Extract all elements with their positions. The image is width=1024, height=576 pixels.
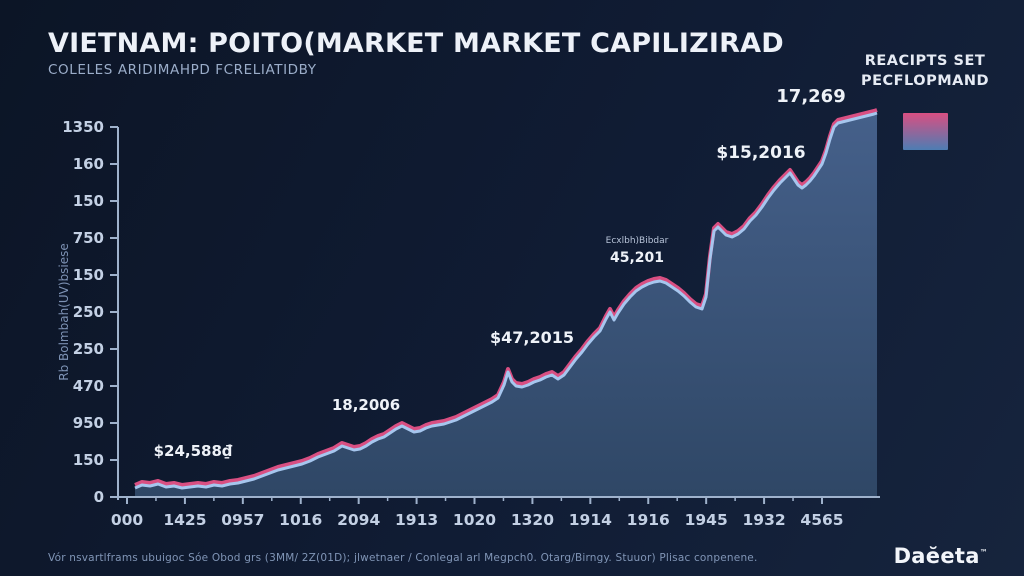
y-tick-label: 1350 — [62, 118, 104, 136]
y-axis-title: Rb Bolmbah(UV)bsiese — [57, 243, 71, 381]
page-subtitle: COLELES ARIDIMAHPD FCRELIATIDBY — [48, 62, 317, 78]
data-annotation: Ecxlbh)Bibdar — [606, 236, 669, 246]
y-tick-label: 150 — [73, 266, 104, 284]
y-tick-label: 150 — [73, 451, 104, 469]
x-tick-label: 1914 — [569, 511, 612, 529]
y-tick-label: 0 — [94, 488, 104, 506]
y-tick-label: 950 — [73, 414, 104, 432]
y-tick-label: 160 — [73, 155, 104, 173]
header: VIETNAM: POITO(MARKET MARKET CAPILIZIRAD… — [48, 28, 784, 78]
x-tick-label: 000 — [111, 511, 144, 529]
y-tick-label: 250 — [73, 303, 104, 321]
x-tick-label: 1932 — [743, 511, 786, 529]
data-annotation: 45,201 — [610, 250, 664, 266]
area-fill — [135, 114, 877, 497]
brand-logo-text: Daĕeta — [893, 544, 980, 568]
x-tick-label: 1945 — [685, 511, 728, 529]
data-annotation: $47,2015 — [490, 328, 574, 347]
chart-legend: REACIPTS SET PECFLOPMAND — [860, 52, 990, 151]
x-tick-label: 4565 — [800, 511, 843, 529]
y-tick-label: 250 — [73, 340, 104, 358]
series-line-blue — [134, 111, 878, 490]
x-tick-label: 1916 — [627, 511, 670, 529]
x-tick-label: 1913 — [395, 511, 438, 529]
data-annotation: $24,588₫ — [154, 442, 233, 460]
legend-swatch — [902, 113, 948, 151]
brand-logo-trademark: ™ — [979, 548, 988, 557]
data-annotation: $15,2016 — [716, 143, 805, 163]
series-line-pink — [134, 108, 878, 487]
x-tick-label: 1320 — [511, 511, 554, 529]
y-tick-label: 150 — [73, 192, 104, 210]
x-tick-label: 1016 — [279, 511, 322, 529]
y-tick-label: 750 — [73, 229, 104, 247]
data-annotation: 17,269 — [776, 86, 845, 107]
brand-logo: Daĕeta™ — [894, 544, 988, 568]
x-tick-label: 0957 — [221, 511, 264, 529]
x-tick-label: 2094 — [337, 511, 380, 529]
page-title: VIETNAM: POITO(MARKET MARKET CAPILIZIRAD — [48, 28, 784, 59]
legend-label-line1: REACIPTS SET — [864, 53, 986, 69]
footer-disclaimer: Vór nsvartlframs ubuigoc Sóe Obod grs (3… — [48, 552, 758, 564]
x-tick-label: 1020 — [453, 511, 496, 529]
x-tick-label: 1425 — [163, 511, 206, 529]
y-tick-label: 470 — [73, 377, 104, 395]
legend-label-line2: PECFLOPMAND — [860, 72, 990, 89]
data-annotation: 18,2006 — [332, 396, 400, 414]
